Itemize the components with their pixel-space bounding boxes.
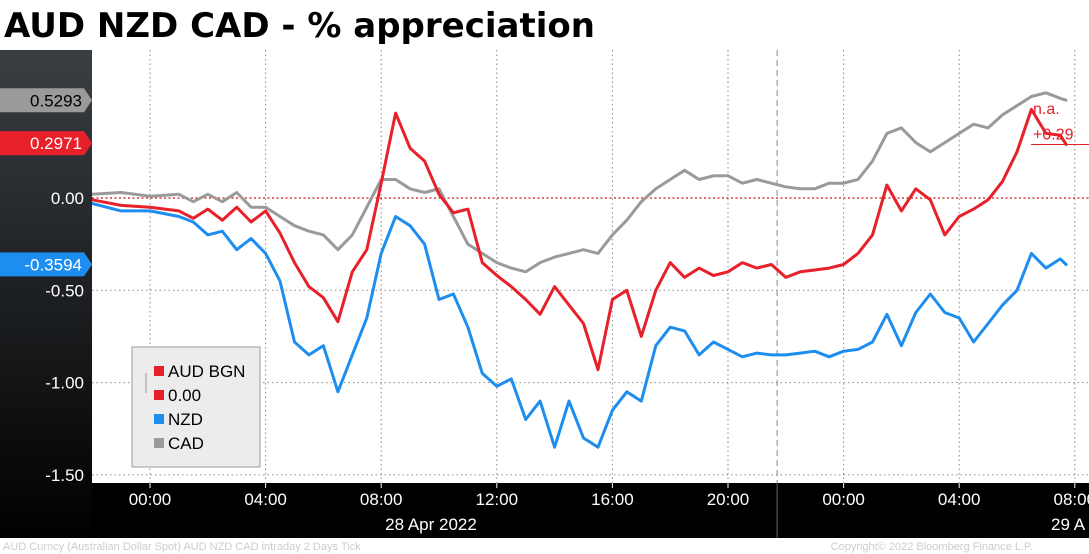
x-tick-label: 12:00 <box>476 490 519 509</box>
x-axis: 00:00 04:00 08:00 12:00 16:00 20:00 00:00 04:00… <box>129 483 1089 538</box>
footer-source: AUD Curncy (Australian Dollar Spot) AUD … <box>3 541 361 553</box>
series-line-nzd <box>92 202 1068 449</box>
x-tick-label: 08:00 <box>360 490 403 509</box>
y-tick-label: 0.00 <box>51 189 84 208</box>
x-tick-label: 04:00 <box>244 490 287 509</box>
annotation-value: +0.29 <box>1033 126 1074 143</box>
legend-label: NZD <box>168 410 203 429</box>
legend-label: CAD <box>168 434 204 453</box>
y-tick-label: -1.50 <box>45 466 84 485</box>
series-lines <box>92 91 1068 449</box>
y-axis: 0.00 -0.50 -1.00 -1.50 0.5293 0.2971 -0.3594 <box>0 88 92 485</box>
series-line-aud-bgn <box>92 107 1068 372</box>
chart-title: AUD NZD CAD - % appreciation <box>4 6 595 46</box>
legend-box <box>131 346 261 468</box>
legend-swatch <box>154 390 164 400</box>
x-tick-label: 08:00 <box>1054 490 1089 509</box>
x-tick-label: 00:00 <box>129 490 172 509</box>
date-label: 29 A <box>1051 515 1086 534</box>
last-value-label: 0.2971 <box>30 134 82 153</box>
legend-label: 0.00 <box>168 386 201 405</box>
last-value-tag <box>0 131 92 156</box>
x-tick-label: 16:00 <box>591 490 634 509</box>
grid-lines <box>92 50 1089 483</box>
x-axis-panel <box>92 483 1089 538</box>
footer-copyright: Copyright© 2022 Bloomberg Finance L.P. <box>830 541 1033 553</box>
legend-label: AUD BGN <box>168 362 245 381</box>
date-label: 28 Apr 2022 <box>385 515 477 534</box>
last-value-label: -0.3594 <box>24 255 82 274</box>
legend-swatch <box>154 414 164 424</box>
annotation-na: n.a. <box>1033 101 1060 118</box>
last-value-tag <box>0 252 92 277</box>
last-value-label: 0.5293 <box>30 91 82 110</box>
legend-swatch <box>154 438 164 448</box>
last-value-tag <box>0 88 92 113</box>
y-tick-label: -1.00 <box>45 374 84 393</box>
x-tick-label: 04:00 <box>938 490 981 509</box>
x-tick-label: 20:00 <box>707 490 750 509</box>
y-tick-label: -0.50 <box>45 281 84 300</box>
series-line-cad <box>92 91 1068 274</box>
legend-swatch <box>154 366 164 376</box>
annotations: n.a. +0.29 <box>1031 101 1089 145</box>
x-tick-label: 00:00 <box>822 490 865 509</box>
legend: AUD BGN 0.00 NZD CAD <box>131 346 261 468</box>
line-chart: 0.00 -0.50 -1.00 -1.50 0.5293 0.2971 -0.3594 0… <box>0 50 1089 538</box>
